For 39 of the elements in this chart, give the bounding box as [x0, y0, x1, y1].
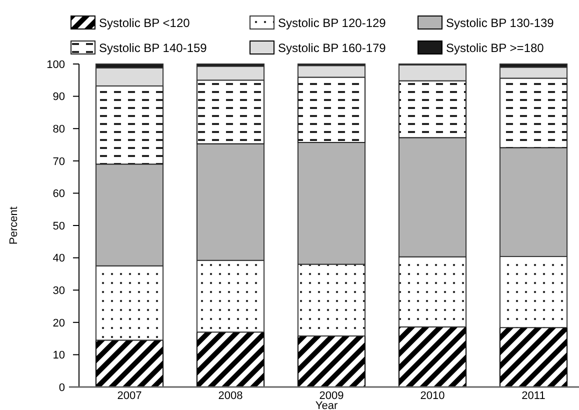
legend-label: Systolic BP 130-139 — [446, 16, 554, 30]
y-tick-label: 60 — [52, 188, 65, 200]
y-tick-label: 70 — [52, 156, 65, 168]
x-tick-label: 2010 — [420, 390, 445, 402]
x-tick-label: 2007 — [117, 390, 142, 402]
legend-label: Systolic BP 140-159 — [99, 41, 208, 56]
bar — [196, 66, 265, 81]
y-tick-label: 50 — [52, 220, 65, 232]
bar — [398, 64, 467, 82]
bar — [398, 80, 467, 138]
y-axis-title: Percent — [8, 206, 20, 244]
y-tick-label: 100 — [46, 58, 65, 71]
y-tick-label: 30 — [52, 284, 65, 297]
y-tick-label: 0 — [58, 382, 65, 394]
bar — [95, 67, 164, 86]
legend-label: Systolic BP 120-129 — [278, 16, 386, 30]
bar — [95, 340, 164, 388]
bar — [297, 76, 366, 143]
bar — [398, 326, 467, 388]
x-tick-label: 2009 — [319, 390, 344, 402]
bar — [95, 85, 164, 165]
bar — [499, 327, 568, 388]
y-tick-label: 10 — [52, 350, 65, 362]
bar — [499, 78, 568, 148]
legend-label: Systolic BP <120 — [99, 16, 190, 30]
y-tick-label: 80 — [52, 123, 65, 136]
x-tick-label: 2008 — [218, 390, 243, 402]
y-tick-label: 20 — [52, 317, 65, 330]
x-tick-label: 2011 — [522, 390, 546, 402]
bar — [499, 66, 568, 79]
legend-label: Systolic BP >=180 — [446, 41, 544, 56]
legend-label: Systolic BP 160-179 — [278, 41, 386, 56]
y-tick-label: 40 — [52, 252, 65, 265]
x-axis-title: Year — [315, 400, 338, 410]
bar — [196, 332, 265, 388]
bar — [297, 65, 366, 78]
bar — [297, 335, 366, 388]
y-tick-label: 90 — [52, 91, 65, 104]
bar — [196, 80, 265, 144]
